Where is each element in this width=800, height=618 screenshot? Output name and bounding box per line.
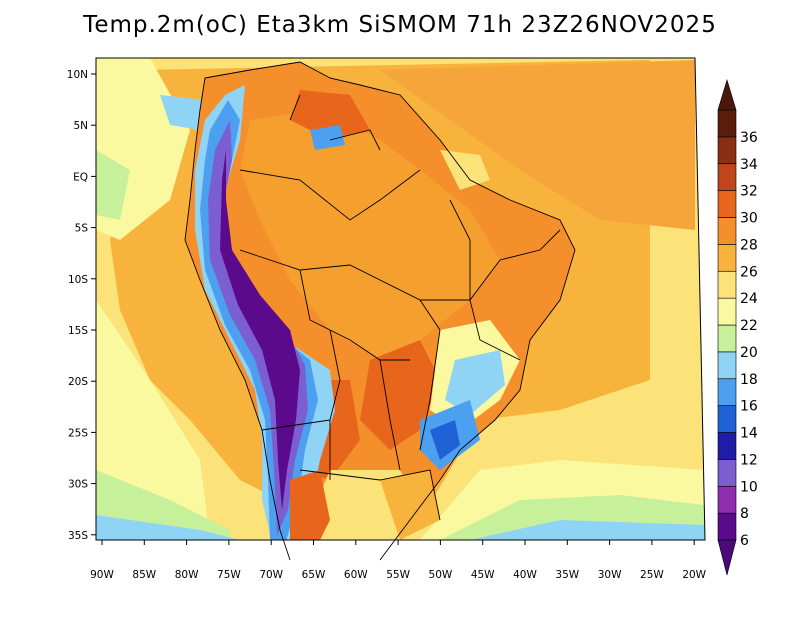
lat-tick-label: 20S (68, 376, 88, 388)
lon-tick-label: 70W (259, 569, 283, 581)
lon-tick-label: 45W (471, 569, 495, 581)
lon-tick-label: 55W (386, 569, 410, 581)
atlantic-south-cold (470, 520, 705, 540)
colorbar-segment (717, 324, 737, 353)
colorbar-segment (717, 378, 737, 406)
colorbar-segment (717, 244, 737, 272)
colorbar-segment (717, 459, 737, 487)
lon-tick-label: 50W (429, 569, 453, 581)
temperature-field (95, 57, 706, 561)
patagonia-warm (290, 470, 330, 540)
lat-tick-label: 15S (68, 325, 88, 337)
pacific-south-cold (96, 515, 240, 540)
colorbar-label: 18 (740, 372, 758, 388)
colorbar-label: 20 (740, 345, 758, 361)
lat-tick-label: 5S (75, 223, 89, 235)
colorbar-label: 24 (740, 291, 758, 307)
guiana-cool (310, 125, 345, 150)
map-title: Temp.2m(oC) Eta3km SiSMOM 71h 23Z26NOV20… (83, 12, 717, 38)
lat-axis: 10N 5N EQ 5S 10S 15S 20S 25S 30S 35S (67, 69, 96, 542)
colorbar-label: 34 (740, 157, 758, 173)
atlantic-north-area (380, 60, 695, 230)
colorbar-segment (717, 351, 737, 380)
colorbar-label: 32 (740, 184, 758, 200)
colorbar-label: 14 (740, 426, 758, 442)
colorbar-segment (717, 109, 737, 138)
colorbar-label: 16 (740, 399, 758, 415)
colorbar-segment (717, 190, 737, 218)
boundary-lines (184, 61, 576, 561)
colorbar-segment (717, 136, 737, 165)
colorbar-label: 30 (740, 211, 758, 227)
colorbar-label: 6 (740, 533, 749, 549)
lon-tick-label: 60W (344, 569, 368, 581)
interior-hot-north (290, 90, 370, 140)
colorbar-label: 12 (740, 452, 758, 468)
interior-hot (240, 110, 500, 360)
colorbar-segment (717, 485, 737, 514)
colorbar-segment (717, 297, 737, 326)
lat-tick-label: 5N (73, 120, 88, 132)
amazon-mouth (440, 150, 490, 190)
pacific-north-blue (160, 95, 205, 130)
se-highlands-cool (445, 350, 505, 415)
colorbar-segment (717, 512, 737, 541)
colorbar-segment (717, 432, 737, 460)
lon-tick-label: 40W (513, 569, 537, 581)
lat-tick-label: 25S (68, 427, 88, 439)
colorbar-bottom-arrow (717, 539, 737, 576)
colorbar-label: 26 (740, 264, 758, 280)
lon-axis: 90W 85W 80W 75W 70W 65W 60W 55W 50W 45W 40W 35W 30W 2… (90, 540, 707, 581)
colorbar-segment (717, 217, 737, 245)
colorbar-label: 36 (740, 130, 758, 146)
uruguay-area (380, 470, 440, 540)
lon-tick-label: 25W (640, 569, 664, 581)
lon-tick-label: 30W (598, 569, 622, 581)
colorbar-segment (717, 270, 737, 299)
lat-tick-label: 10S (68, 274, 88, 286)
colorbar-segment (717, 163, 737, 191)
colorbar-label: 22 (740, 318, 758, 334)
lat-tick-label: EQ (73, 171, 88, 183)
lon-tick-label: 90W (90, 569, 114, 581)
pacific-north-green (96, 150, 130, 220)
lon-tick-label: 65W (302, 569, 326, 581)
lat-tick-label: 35S (68, 530, 88, 542)
lat-tick-label: 10N (67, 69, 88, 81)
colorbar-label: 10 (740, 479, 758, 495)
lon-tick-label: 75W (217, 569, 241, 581)
coastal-cold-spot (430, 420, 460, 460)
andes-peaks (220, 150, 300, 510)
lat-tick-label: 30S (68, 479, 88, 491)
colorbar-label: 8 (740, 506, 749, 522)
lon-tick-label: 80W (175, 569, 199, 581)
colorbar-segment (717, 405, 737, 433)
map-border (95, 57, 706, 541)
lon-tick-label: 35W (555, 569, 579, 581)
lon-tick-label: 20W (682, 569, 706, 581)
colorbar: 6 8 10 12 14 16 18 20 22 24 26 28 30 32 34 36 (717, 78, 758, 576)
lon-tick-label: 85W (132, 569, 156, 581)
pacific-cool-area (96, 300, 210, 540)
colorbar-top-arrow (717, 78, 737, 111)
colorbar-label: 28 (740, 237, 758, 253)
